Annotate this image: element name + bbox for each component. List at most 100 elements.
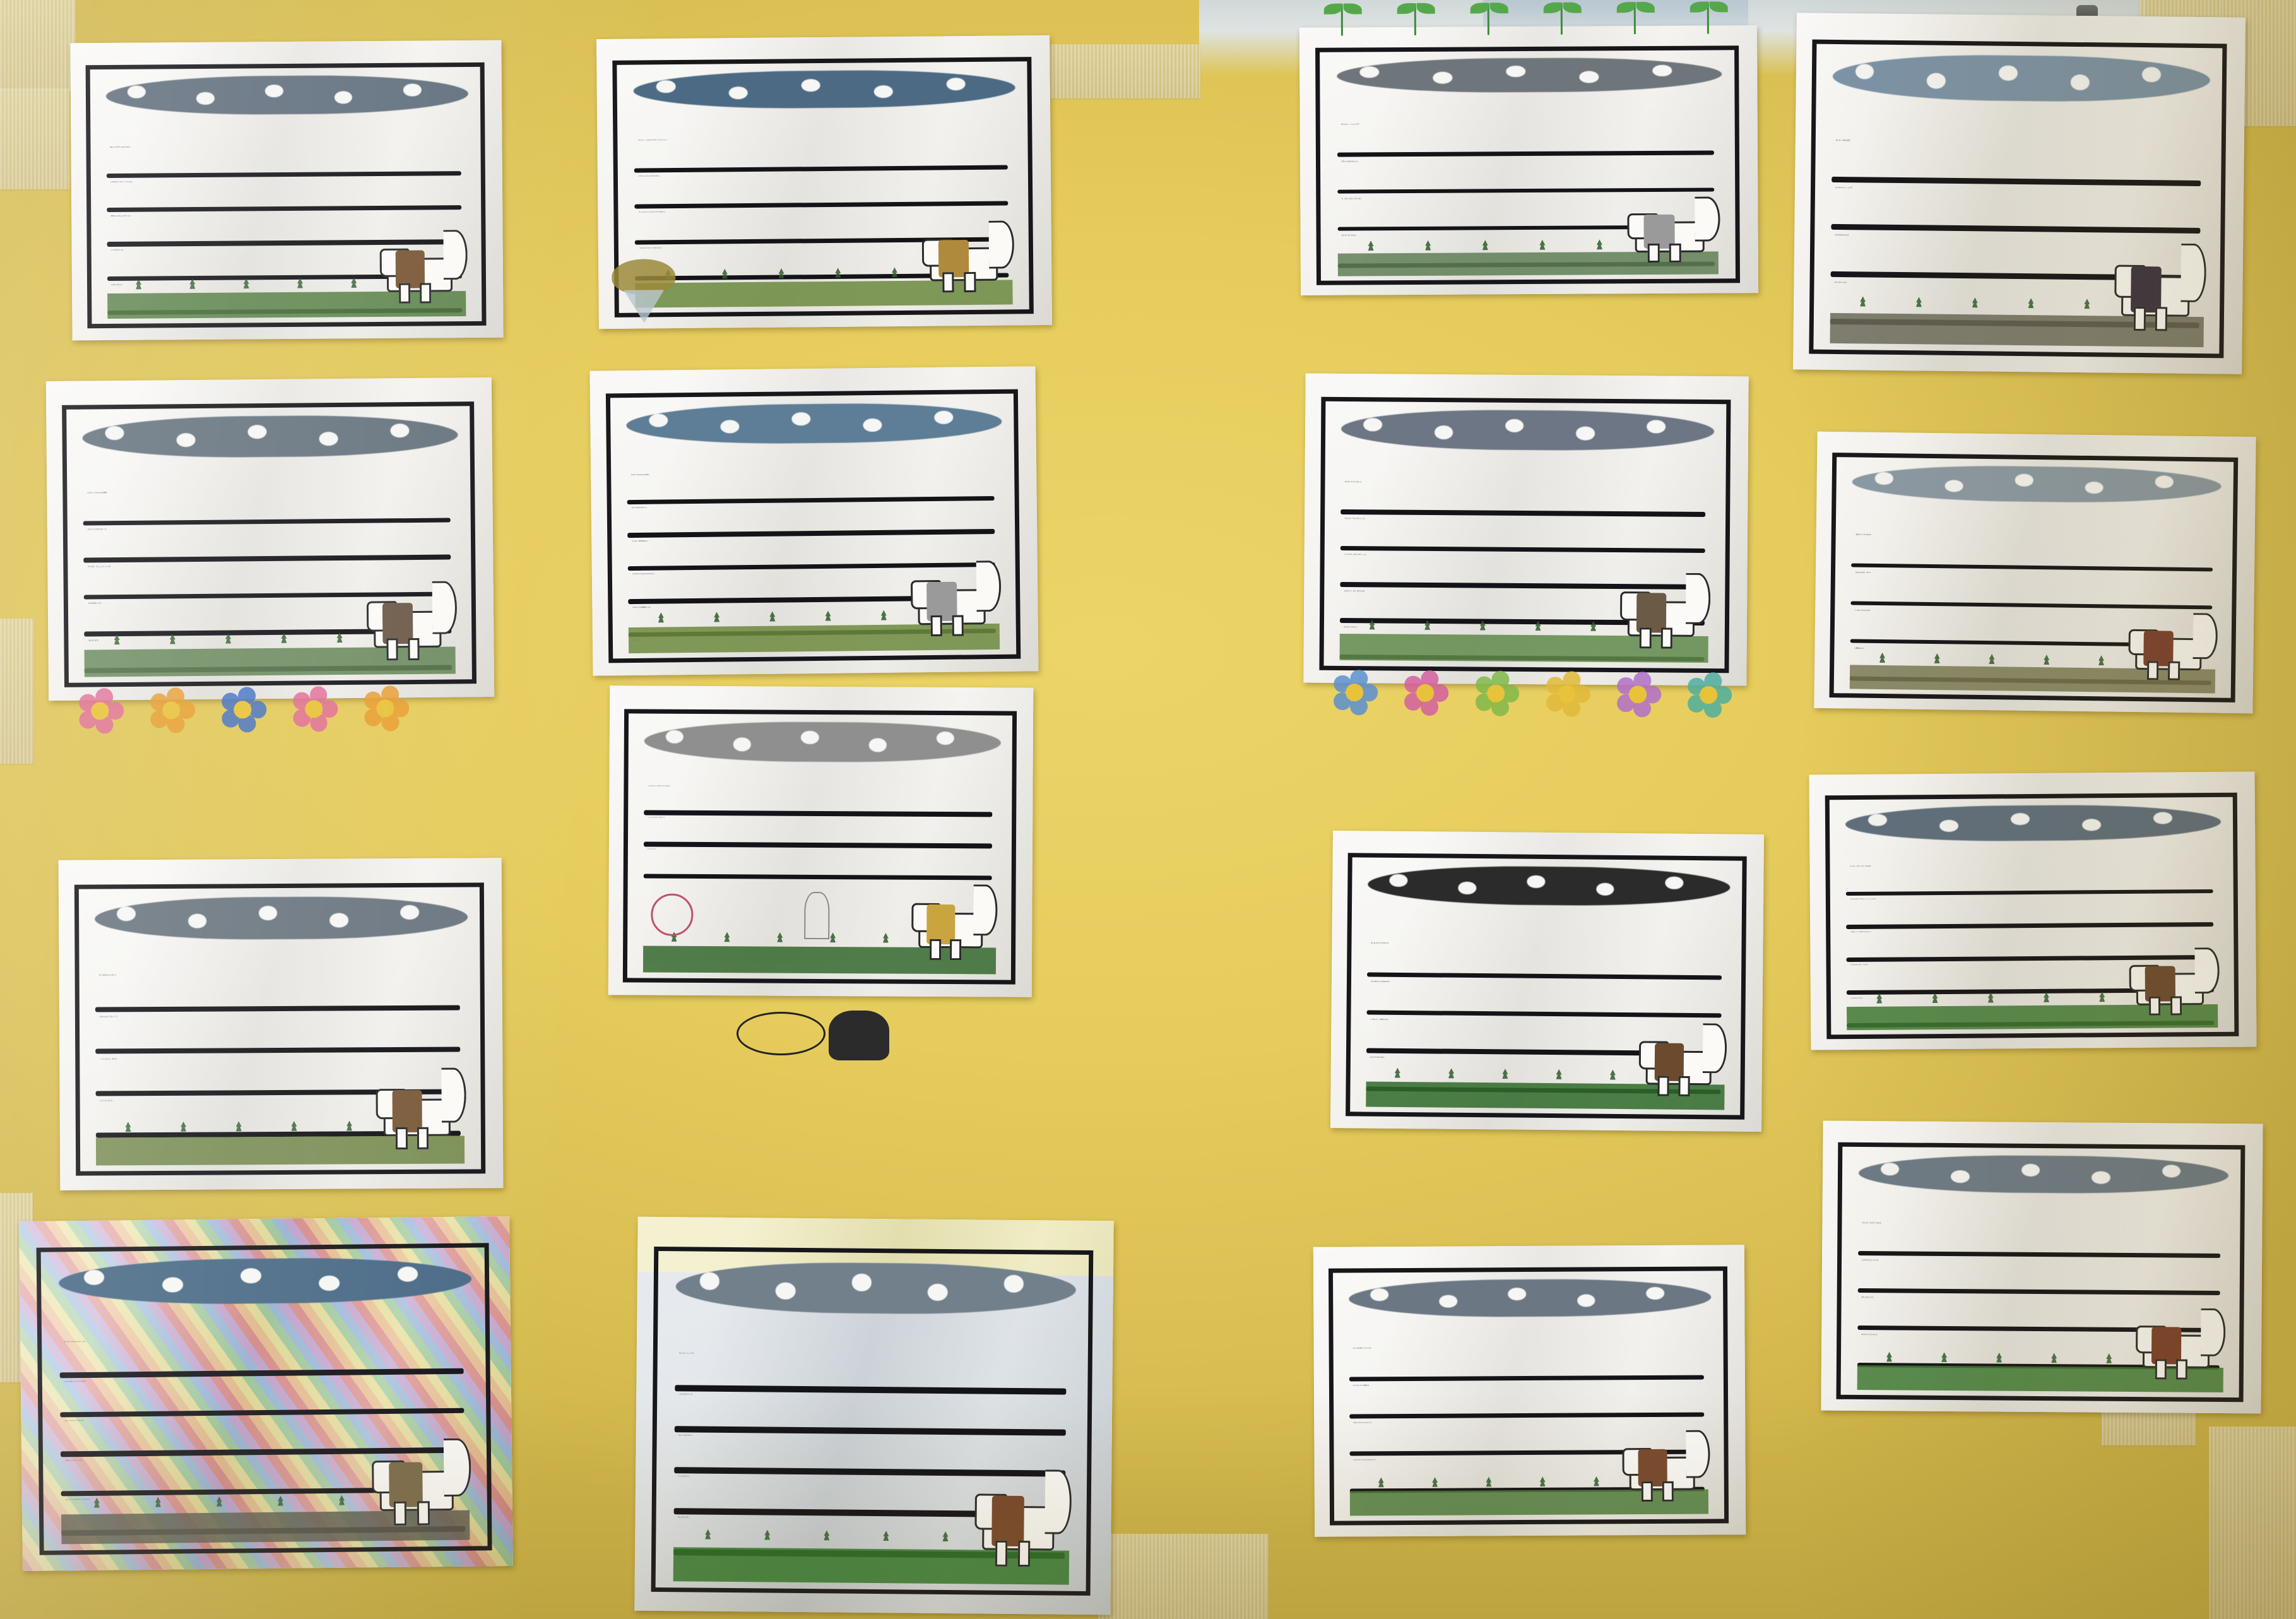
dog-tail <box>442 230 468 280</box>
tree-icon <box>2028 298 2034 308</box>
card[interactable]: ぼくは、大ぬき会長 がコミュニティーしつで 大さわ公みんかんの れきしをいっぱい <box>1793 12 2246 374</box>
cloud-icon <box>1458 881 1477 895</box>
tree-icon <box>883 1531 889 1541</box>
tree-icon <box>714 612 719 622</box>
cloud-icon <box>945 78 966 91</box>
cloud-icon <box>1003 1275 1024 1293</box>
tree-icon <box>155 1497 161 1507</box>
ruled-line <box>1831 176 2201 186</box>
tree-icon <box>1395 1068 1400 1078</box>
tree-icon <box>830 933 836 943</box>
tree-icon <box>1556 1069 1561 1079</box>
handwritten-line: んのがたのしかったです。 <box>1861 1259 1879 1262</box>
cloud-icon <box>927 1283 948 1302</box>
ruled-line <box>644 841 993 849</box>
handwritten-line: わたしは、大さわこうみんか <box>1862 1222 1881 1225</box>
handwritten-line: と思出ました。 <box>1854 646 1866 649</box>
cloud-icon <box>1439 1295 1457 1308</box>
card[interactable]: 言古してくれて大さわ 公みんかんは、すごい ことをしてきたんだな と思出ました。 <box>1814 431 2256 714</box>
tree-icon <box>1996 1353 2002 1363</box>
tree-icon <box>346 1121 352 1131</box>
tree-icon <box>236 1122 242 1132</box>
dog-tail <box>976 560 1002 612</box>
cloud-icon <box>1874 472 1894 485</box>
dog-leg <box>2170 995 2182 1016</box>
handwritten-line: ぼくは 大さわ がむかしは <box>1371 942 1388 945</box>
tree-icon <box>1879 653 1885 663</box>
card[interactable]: わたしは、いっしょにダン スをしたのがたのしかっ す。またいきたいです。あり がとうご… <box>1299 1 1759 296</box>
card-inner-frame: わたしは、いっしょにダン スをしたのがたのしかっ す。またいきたいです。あり がとうご… <box>1315 45 1741 286</box>
card[interactable]: ぼくは 大さわ がむかしは 大さわ村だったのをはじめて しりました。大ぬきさんは もの… <box>1330 831 1764 1132</box>
dog-leg <box>408 638 420 660</box>
tree-icon <box>1593 1476 1599 1486</box>
handwritten-line: てもたのしかったなーとおもいました。 <box>639 247 663 249</box>
handwritten-line: またいきたいです。 <box>1861 1296 1875 1299</box>
card[interactable]: こうみんかんことをはなしてくれてありが とう。いろいろなことをきいてう れしかったで… <box>608 685 1034 997</box>
card[interactable]: 大さわこうみんかんに見学さ せてくれてありがとうご ざいます。中学生のおにい さん大さ… <box>589 366 1039 676</box>
card[interactable]: 大さわこうみんかんを見学 させてくれてありがとうご ざいます。コミュニティしつの 大き… <box>46 377 495 734</box>
tree-icon <box>1972 297 1978 307</box>
cloud-icon <box>1944 479 1964 492</box>
cloud-icon <box>2085 481 2104 494</box>
cloud-icon <box>2021 1164 2040 1177</box>
tree-icon <box>1597 240 1602 250</box>
handwritten-line: す。またいきたいです。あり <box>1341 198 1362 200</box>
tree-icon <box>339 1495 345 1505</box>
handwritten-line: 大さわこうみんかんに見学さ <box>631 473 650 477</box>
card[interactable]: 図工しつでダンスができるか とおもわなくてびっくりしまし。 大ぬきさんがしょうかいし… <box>70 40 504 341</box>
cloud-icon <box>1577 1293 1595 1307</box>
tree-icon <box>1916 297 1922 307</box>
dog-leg <box>396 1127 408 1150</box>
cloud-icon <box>2155 475 2174 488</box>
handwritten-line: おしえてくれてありがとうございました。 <box>66 1499 92 1502</box>
dog-leg <box>1017 1541 1031 1567</box>
tree-icon <box>1989 654 1995 664</box>
tree-icon <box>2098 655 2104 665</box>
ruled-line <box>627 529 995 538</box>
cloud-icon <box>665 730 684 744</box>
dog-leg <box>1678 1076 1690 1097</box>
cloud-icon <box>2070 74 2090 90</box>
card[interactable]: わたしは、こうみんかんに来てコミュニティしつ でかんちょうさんとみんなではなし をし… <box>596 35 1052 329</box>
handwritten-line: でかんちょうさんとみんなではなし <box>638 175 660 177</box>
card-inner-frame: ぼくは 大さわ がむかしは 大さわ村だったのをはじめて しりました。大ぬきさんは もの… <box>1345 853 1747 1120</box>
cloud-icon <box>775 1282 796 1300</box>
handwritten-line: さんたちにおしえてもらって、いっしょにダン <box>1850 898 1876 900</box>
ruled-line <box>1846 922 2214 929</box>
card[interactable]: わたしは、大さわこうみんか んのがたのしかったです。 またいきたいです。 ありがとうご… <box>1821 1120 2263 1414</box>
card[interactable]: わたしはおばあさんとかとおど れてたのしかたし図書の本 がおもしろかたしかんちょうの… <box>1313 1245 1746 1537</box>
flower-decoration <box>147 685 196 735</box>
handwritten-line: んがなくて、えで、育てたのを <box>1344 590 1365 592</box>
cloud-icon <box>1939 819 1958 832</box>
ruled-line <box>1349 1412 1704 1419</box>
dog-mane <box>991 1495 1024 1547</box>
cloud-icon <box>390 423 410 438</box>
dog-tail <box>988 220 1014 270</box>
card[interactable]: おうさわ こうみんかんには、いろい ろなへやがあって すごいなとおもい ました かん… <box>19 1216 513 1571</box>
sky-band <box>626 401 1002 445</box>
handwritten-line: 図工しつでダンスができるか <box>110 146 131 149</box>
cloud-icon <box>699 1272 720 1290</box>
card[interactable]: ありがとうございました。 わたしは、コミュニティしつで したことは、おかしのは、しゃ… <box>1303 373 1749 718</box>
handwritten-line: スをしたのがたのしかっ <box>1341 160 1359 163</box>
dog-drawing <box>1622 1430 1710 1505</box>
ruled-line <box>1340 545 1706 553</box>
cloud-icon <box>196 92 215 105</box>
cloud-icon <box>319 1276 340 1291</box>
cloud-icon <box>1951 1170 1970 1183</box>
handwritten-line: ありがとうございました。 <box>1345 480 1363 483</box>
cat-icon <box>829 1010 890 1061</box>
card[interactable]: ぼくはおばさんとおじさ んがかんきよくおどってて っくりしました。ありが とうございま… <box>58 858 504 1191</box>
cloud-icon <box>105 425 124 441</box>
ruled-line <box>1337 187 1715 194</box>
cloud-icon <box>791 412 811 426</box>
dog-leg <box>963 271 976 292</box>
handwritten-line: わたしは、コミュニティしつで <box>1344 517 1366 519</box>
sprout-decoration <box>1615 0 1657 35</box>
card[interactable]: わたしは、としょしつで いろいろほんやマンガ がたくさんありました。 すごいかずでした… <box>634 1217 1114 1615</box>
ruled-line <box>1846 889 2213 896</box>
dog-tail <box>1695 196 1721 242</box>
cloud-icon <box>162 1277 183 1293</box>
tree-icon <box>1932 993 1938 1003</box>
card[interactable]: わたしは、工作しつでダンスをおねえ さんたちにおしえてもらって、いっしょにダン スを… <box>1809 771 2257 1050</box>
